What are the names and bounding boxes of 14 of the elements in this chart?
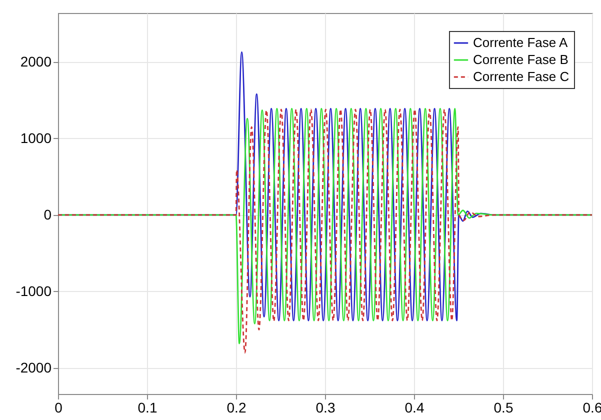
x-tick-label: 0.5 xyxy=(494,400,514,416)
x-tick-label: 0.3 xyxy=(316,400,336,416)
legend-label: Corrente Fase C xyxy=(473,69,570,84)
x-tick-label: 0.1 xyxy=(138,400,158,416)
x-tick-label: 0 xyxy=(54,400,63,416)
x-tick-label: 0.4 xyxy=(404,400,424,416)
x-tick-label: 0.2 xyxy=(226,400,246,416)
y-tick-label: -2000 xyxy=(16,359,52,376)
legend-label: Corrente Fase B xyxy=(473,52,568,67)
y-tick-label: 2000 xyxy=(20,53,52,70)
y-tick-label: 1000 xyxy=(20,130,52,146)
legend-label: Corrente Fase A xyxy=(473,35,568,50)
y-tick-label: 0 xyxy=(44,206,52,222)
y-tick-label: -1000 xyxy=(16,282,52,299)
